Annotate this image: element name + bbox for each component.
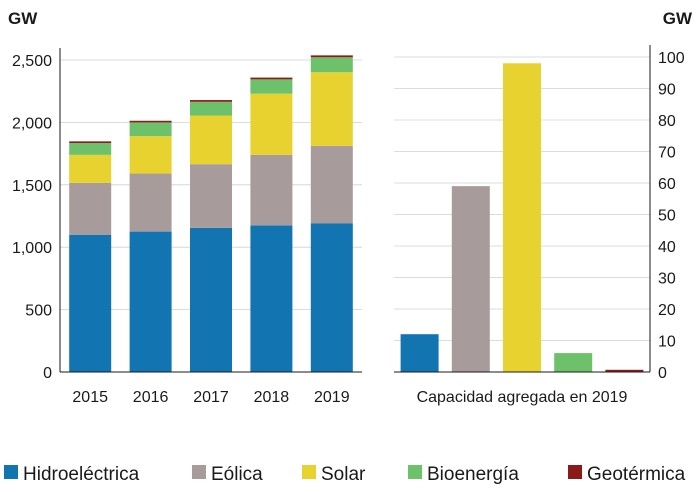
right-x-axis-label: Capacidad agregada en 2019 (417, 389, 628, 406)
bar-2019-added-Eólica (451, 186, 490, 372)
bar-2015-Geotérmica (69, 141, 112, 143)
bar-2019-Geotérmica (310, 55, 353, 58)
bar-2019-Solar (310, 72, 353, 146)
left-x-tick-label: 2018 (254, 389, 290, 406)
bar-2017-Hidroeléctrica (190, 227, 232, 372)
bar-2018-Geotérmica (250, 77, 293, 80)
right-y-tick-label: 70 (658, 145, 676, 162)
legend-item: Geotérmica (568, 464, 686, 485)
bar-2017-Geotérmica (190, 100, 232, 102)
right-bar-chart: 0 10 20 30 40 50 60 70 80 90 100 GW Capacidad agrega… (394, 9, 693, 406)
legend-swatch (408, 465, 422, 479)
bar-2015-Eólica (69, 182, 112, 235)
legend-label: Solar (321, 464, 366, 485)
legend-label: Bioenergía (427, 464, 519, 485)
bar-2019-added-Solar (503, 63, 541, 373)
legend: Hidroeléctrica Eólica Solar Bioenergía Geoté… (4, 464, 686, 485)
bar-2018-Eólica (250, 154, 293, 226)
bar-2016-Bioenergía (129, 122, 172, 137)
legend-swatch (4, 465, 18, 479)
legend-swatch (302, 465, 316, 479)
right-y-tick-label: 10 (658, 334, 676, 351)
left-x-tick-label: 2017 (193, 389, 229, 406)
bar-2018-Hidroeléctrica (250, 225, 293, 372)
right-y-tick-label: 80 (658, 113, 676, 130)
left-y-tick-label: 2,500 (12, 53, 52, 70)
left-stacked-bar-chart: 0 500 1,000 1,500 2,000 2,500 GW 2015 2016 2017 20… (8, 9, 362, 406)
bar-2017-Bioenergía (190, 101, 232, 116)
bar-2018-Solar (250, 93, 293, 155)
right-y-tick-label: 60 (658, 176, 676, 193)
left-y-tick-label: 500 (25, 303, 52, 320)
right-y-tick-label: 100 (658, 50, 685, 67)
bar-2016-Hidroeléctrica (129, 231, 172, 372)
legend-item: Solar (302, 464, 366, 485)
bar-2015-Bioenergía (69, 142, 112, 155)
bar-2016-Solar (129, 136, 172, 174)
bar-2015-Hidroeléctrica (69, 234, 112, 372)
right-unit-label: GW (663, 9, 693, 28)
right-y-tick-label: 50 (658, 208, 676, 225)
bar-2019-Eólica (310, 145, 353, 224)
right-y-tick-label: 20 (658, 302, 676, 319)
bar-2015-Solar (69, 154, 112, 183)
bar-2019-added-Geotérmica (605, 369, 644, 372)
left-x-tick-label: 2019 (314, 389, 350, 406)
legend-item: Eólica (192, 464, 263, 485)
legend-item: Hidroeléctrica (4, 464, 140, 485)
bar-2019-added-Bioenergía (554, 353, 593, 372)
right-y-tick-label: 40 (658, 239, 676, 256)
bar-2019-Hidroeléctrica (310, 223, 353, 372)
left-y-tick-label: 1,500 (12, 178, 52, 195)
legend-swatch (568, 465, 582, 479)
bar-2017-Eólica (190, 164, 232, 228)
left-y-tick-label: 2,000 (12, 115, 52, 132)
right-y-tick-label: 30 (658, 271, 676, 288)
bar-2019-added-Hidroeléctrica (400, 334, 439, 372)
bar-2019-Bioenergía (310, 57, 353, 73)
left-unit-label: GW (8, 9, 38, 28)
right-y-tick-label: 0 (658, 365, 667, 382)
left-y-tick-label: 0 (43, 365, 52, 382)
left-x-tick-label: 2016 (133, 389, 169, 406)
legend-label: Eólica (211, 464, 263, 485)
bar-2016-Eólica (129, 173, 172, 232)
legend-label: Geotérmica (587, 464, 686, 485)
bar-2018-Bioenergía (250, 79, 293, 94)
right-y-tick-label: 90 (658, 82, 676, 99)
left-y-tick-label: 1,000 (12, 240, 52, 257)
bar-2016-Geotérmica (129, 120, 172, 123)
legend-label: Hidroeléctrica (23, 464, 140, 485)
legend-swatch (192, 465, 206, 479)
left-x-tick-label: 2015 (72, 389, 108, 406)
legend-item: Bioenergía (408, 464, 519, 485)
bar-2017-Solar (190, 115, 232, 165)
